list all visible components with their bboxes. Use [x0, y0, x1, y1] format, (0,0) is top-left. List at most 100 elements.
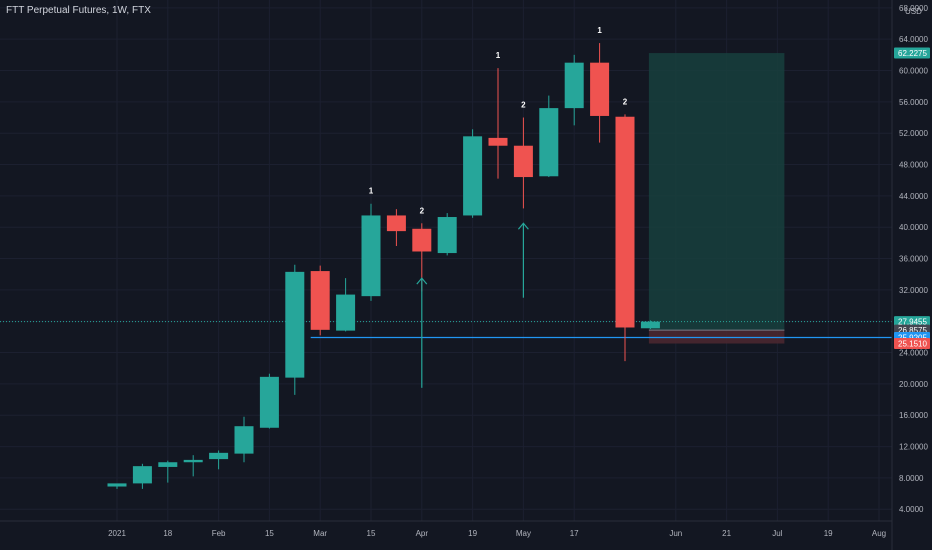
time-tick-label: Apr: [416, 529, 429, 538]
candle-body: [615, 116, 635, 328]
candle-body: [158, 462, 178, 467]
price-badge-label: 25.9205: [898, 334, 927, 343]
time-tick-label: 21: [722, 529, 731, 538]
price-tick-label: 44.0000: [899, 192, 928, 201]
wave-label: 2: [521, 101, 526, 110]
price-tick-label: 36.0000: [899, 255, 928, 264]
price-badge: 25.1510: [894, 338, 930, 350]
time-axis[interactable]: 2021 18 Feb 15 Mar 15 Apr 19 May 17 Jun 21 Jul 19 Aug: [108, 529, 886, 538]
candle: [158, 460, 178, 483]
candle-body: [463, 136, 483, 216]
wave-label: 1: [496, 51, 501, 60]
price-badge-label: 62.2275: [898, 49, 927, 58]
candle-body: [310, 271, 330, 330]
candle-body: [107, 483, 127, 487]
annotation-arrows: [416, 222, 529, 388]
wave-label: 1: [369, 187, 374, 196]
candle: [234, 416, 254, 463]
candle: [361, 203, 381, 301]
candle: [285, 264, 305, 395]
price-badge-bg: [894, 338, 930, 350]
chart-title: FTT Perpetual Futures, 1W, FTX: [6, 5, 151, 16]
candle: [259, 373, 279, 429]
time-tick-label: Aug: [872, 529, 886, 538]
price-tick-label: 52.0000: [899, 129, 928, 138]
time-tick-label: 15: [265, 529, 274, 538]
candle: [488, 68, 508, 179]
wave-label: 1: [597, 26, 602, 35]
price-tick-label: 68.0000: [899, 4, 928, 13]
price-tick-label: 60.0000: [899, 67, 928, 76]
candle: [615, 114, 635, 362]
time-tick-label: 17: [570, 529, 579, 538]
candle: [107, 483, 127, 489]
price-tick-label: 8.0000: [899, 474, 924, 483]
time-tick-label: Jun: [669, 529, 682, 538]
candle-body: [513, 145, 533, 178]
candle: [209, 450, 229, 470]
horizontal-lines: [0, 321, 892, 339]
time-tick-label: Mar: [313, 529, 327, 538]
time-tick-label: 19: [468, 529, 477, 538]
time-tick-label: 2021: [108, 529, 126, 538]
candle-body: [336, 294, 356, 331]
candle-body: [259, 376, 279, 428]
candle-body: [412, 228, 432, 252]
candle: [336, 278, 356, 332]
price-badge-label: 27.9455: [898, 318, 927, 327]
candle-body: [361, 215, 381, 297]
loss-zone: [648, 330, 785, 344]
price-tick-label: 32.0000: [899, 286, 928, 295]
candle: [463, 129, 483, 218]
candle: [564, 54, 584, 126]
time-tick-label: 15: [367, 529, 376, 538]
candle: [386, 209, 406, 247]
candle-body: [183, 459, 203, 463]
price-tick-label: 20.0000: [899, 380, 928, 389]
arrow-head: [517, 222, 529, 230]
wave-label: 2: [420, 206, 425, 215]
time-tick-label: Feb: [212, 529, 226, 538]
candle-body: [386, 215, 406, 232]
price-badge-label: 26.8575: [898, 326, 927, 335]
price-badge-bg: [894, 47, 930, 59]
time-tick-label: May: [516, 529, 531, 538]
wave-labels: 1 2 1 2 1 2: [369, 26, 628, 215]
time-tick-label: 18: [163, 529, 172, 538]
price-badge: 62.2275: [894, 47, 930, 59]
candle-body: [564, 62, 584, 109]
candle-body: [640, 321, 660, 329]
candles: [107, 43, 660, 489]
price-tick-label: 12.0000: [899, 443, 928, 452]
price-tick-label: 56.0000: [899, 98, 928, 107]
candle: [310, 265, 330, 336]
price-tick-label: 16.0000: [899, 411, 928, 420]
candle-body: [285, 271, 305, 378]
candle: [132, 463, 152, 489]
candle: [183, 455, 203, 477]
candle-body: [234, 426, 254, 454]
price-tick-label: 4.0000: [899, 505, 924, 514]
candle-body: [590, 62, 610, 116]
candle-body: [437, 217, 457, 254]
price-tick-label: 48.0000: [899, 161, 928, 170]
candle-body: [488, 137, 508, 146]
time-tick-label: 19: [824, 529, 833, 538]
candle: [437, 213, 457, 256]
candle: [513, 117, 533, 209]
price-tick-label: 40.0000: [899, 223, 928, 232]
price-badge-label: 25.1510: [898, 340, 927, 349]
wave-label: 2: [623, 97, 628, 106]
candle-body: [132, 466, 152, 484]
candle-body: [539, 108, 559, 177]
arrow-head: [416, 277, 428, 285]
candle-body: [209, 452, 229, 460]
long-position-tool[interactable]: [648, 53, 785, 344]
price-tick-label: 24.0000: [899, 349, 928, 358]
candle: [640, 320, 660, 330]
price-tick-label: 64.0000: [899, 35, 928, 44]
currency-label: USD: [905, 7, 922, 16]
profit-zone: [648, 53, 785, 331]
